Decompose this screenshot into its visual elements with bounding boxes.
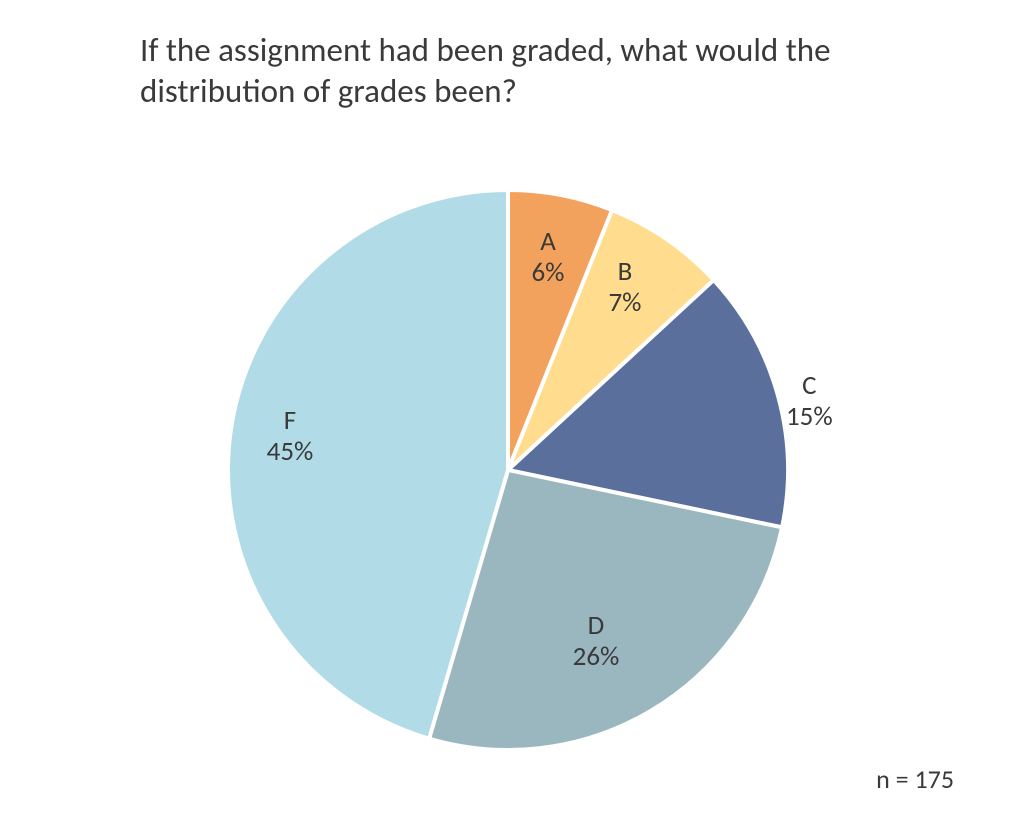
sample-size-footnote: n = 175 — [876, 763, 954, 795]
pie-label-f: F 45% — [267, 405, 314, 467]
pie-label-a: A 6% — [532, 226, 565, 288]
pie-label-c: C 15% — [786, 370, 833, 432]
pie-label-b: B 7% — [609, 256, 642, 318]
chart-container: If the assignment had been graded, what … — [0, 0, 1024, 825]
pie-chart — [0, 0, 1024, 825]
pie-label-d: D 26% — [573, 610, 620, 672]
